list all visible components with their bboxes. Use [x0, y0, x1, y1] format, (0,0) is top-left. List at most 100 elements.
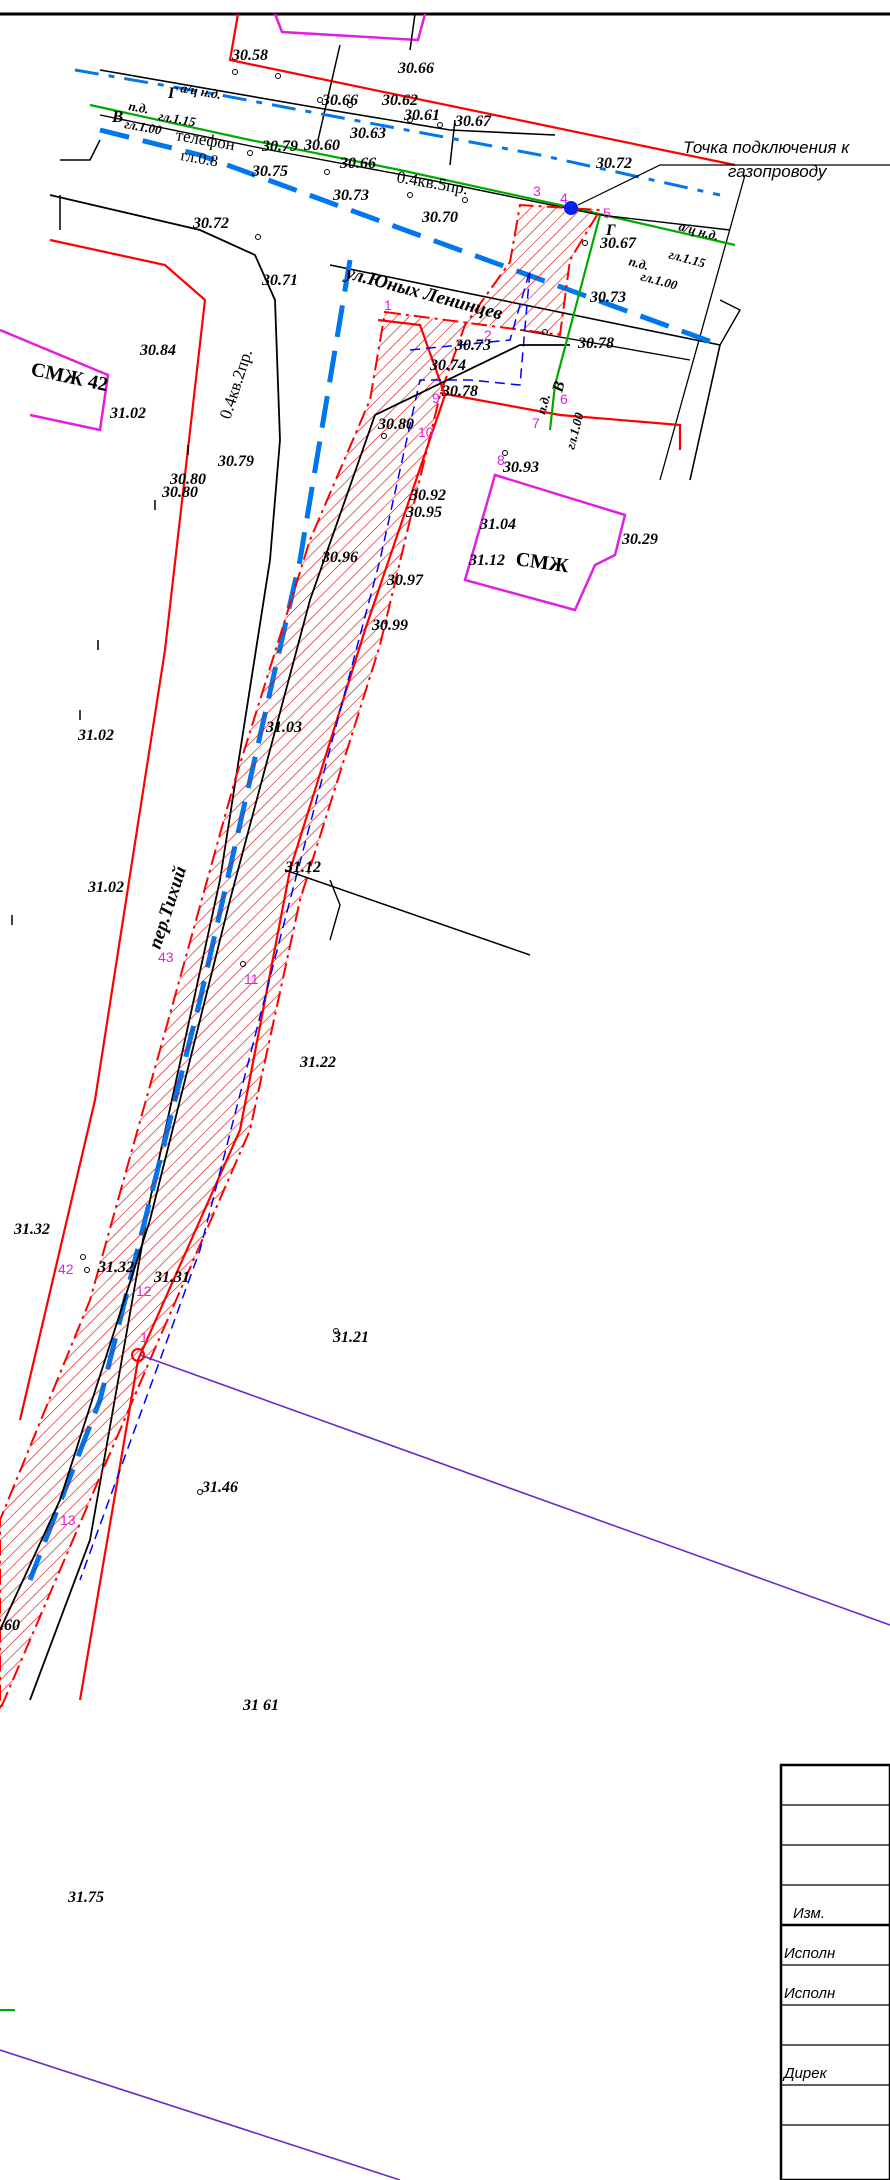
- point-9: 9: [432, 390, 440, 406]
- leader-line: [577, 164, 890, 206]
- elev-44: 31.32: [97, 1259, 134, 1276]
- street-edge-upper: [99, 69, 556, 136]
- label-ad-nd-left: а/ц н.д.: [179, 80, 222, 102]
- label-gas-g-left: Г: [167, 85, 178, 102]
- land-boundary-2: [0, 2049, 401, 2180]
- survey-dots: [80, 69, 588, 1495]
- elev-28: 30.80: [161, 484, 198, 501]
- target-marker: [131, 1348, 145, 1362]
- point-11: 11: [244, 971, 259, 987]
- elev-18: 30.71: [261, 272, 298, 289]
- elev-40: 31.12: [284, 859, 321, 876]
- point-8: 8: [497, 452, 505, 468]
- connection-point: [564, 201, 578, 215]
- elev-13: 30.70: [421, 209, 458, 226]
- point-4: 4: [560, 190, 568, 206]
- label-b-left: В: [111, 107, 123, 126]
- title-block-ispoln1: Исполн: [784, 1945, 835, 1962]
- pipe-bend: [329, 879, 341, 941]
- label-gl100-left: гл.1.00: [123, 116, 163, 137]
- elev-39: 31.02: [77, 727, 114, 744]
- building-label-smzh42: СМЖ 42: [29, 358, 110, 396]
- elev-21: 30.73: [454, 337, 491, 354]
- pipe-projected: [79, 269, 531, 1581]
- label-ad-nd-right: а/ц н.д.: [677, 218, 720, 243]
- elev-20: 31.02: [109, 405, 146, 422]
- street-line-right: [659, 174, 746, 481]
- label-pd-vert: п.д.: [533, 392, 553, 415]
- title-block: [779, 1763, 890, 2180]
- pipe-existing: [0, 344, 570, 1631]
- label-gl115-left: гл.1.15: [157, 108, 197, 129]
- elev-29: 30.93: [502, 459, 539, 476]
- boundary-right-street: [439, 391, 682, 450]
- power-line-5pr: [99, 114, 731, 231]
- elev-33: 31.12: [468, 552, 505, 569]
- fence-v1: [317, 44, 341, 141]
- elev-4: 30.62: [381, 92, 418, 109]
- elev-12: 30.73: [332, 187, 369, 204]
- elev-19: 30.84: [139, 342, 176, 359]
- title-block-izm: Изм.: [793, 1905, 825, 1922]
- point-2: 2: [484, 327, 492, 343]
- title-block-ispoln2: Исполн: [784, 1985, 835, 2002]
- building-smzh: [463, 473, 627, 612]
- building-smzh42: [0, 328, 110, 432]
- elev-15: 30.67: [599, 235, 637, 252]
- elev-41: 31.02: [87, 879, 124, 896]
- elev-35: 30.96: [321, 549, 358, 566]
- branch-line: [284, 869, 531, 956]
- elev-32: 31.04: [479, 516, 516, 533]
- point-5: 5: [603, 205, 611, 221]
- elev-9: 30.63: [349, 125, 386, 142]
- point-1: 1: [384, 297, 392, 313]
- elev-23: 30.78: [577, 335, 614, 352]
- elev-2: 30.66: [397, 60, 434, 77]
- elev-26: 30.79: [217, 453, 254, 470]
- elev-1: 30.58: [231, 47, 268, 64]
- alley-boundary-left: [18, 238, 207, 1421]
- title-block-direkt: Дирек: [782, 2065, 828, 2082]
- label-gl115-right: гл.1.15: [667, 246, 707, 270]
- point-43: 43: [158, 949, 174, 965]
- point-10: 10: [418, 424, 434, 440]
- left-ticks: [11, 445, 189, 925]
- point-42: 42: [58, 1261, 74, 1277]
- label-b-vert: В: [549, 379, 569, 395]
- elev-42: 31.22: [299, 1054, 336, 1071]
- point-13: 13: [60, 1512, 76, 1528]
- elev-5: 30.61: [403, 107, 440, 124]
- land-boundary-1: [139, 1354, 890, 1626]
- point-1b: 1: [140, 1329, 148, 1345]
- label-gl100-right: гл.1.00: [639, 268, 679, 292]
- elev-48: .60: [0, 1617, 20, 1634]
- street-name-yunykh-lenintsev: ул.Юных Ленинцев: [342, 262, 505, 325]
- elev-7: 30.79: [261, 138, 298, 155]
- fence-top-vert: [409, 13, 416, 51]
- label-gas-g-right: Г: [605, 222, 616, 239]
- elev-45: 31.31: [153, 1269, 190, 1286]
- elev-6: 30.67: [454, 113, 492, 130]
- note-connection-line1: Точка подключения к: [683, 138, 850, 157]
- elev-14: 30.72: [595, 155, 632, 172]
- elev-49: 31 61: [242, 1697, 279, 1714]
- boundary-top: [228, 13, 736, 167]
- elev-36: 30.97: [386, 572, 424, 589]
- elev-47: 31.46: [201, 1479, 238, 1496]
- elev-22: 30.74: [429, 357, 466, 374]
- street-name-tikhiy: пер.Тихий: [145, 864, 191, 952]
- elev-11: 30.75: [251, 163, 288, 180]
- elev-8: 30.60: [303, 137, 340, 154]
- elev-38: 31.03: [265, 719, 302, 736]
- gas-corridor-hatched: [0, 203, 602, 1711]
- building-label-smzh: СМЖ: [514, 548, 570, 577]
- building-outline-top: [273, 13, 427, 42]
- elev-34: 30.29: [621, 531, 658, 548]
- label-cable-5pr: 0.4кв.5пр.: [395, 167, 469, 198]
- street-edge-lower-right: [519, 329, 691, 361]
- elev-46: 31.21: [332, 1329, 369, 1346]
- point-3: 3: [533, 183, 541, 199]
- label-pd-right: п.д.: [627, 253, 650, 273]
- note-connection-line2: газопроводу: [728, 162, 828, 181]
- street-edge-left: [60, 139, 101, 161]
